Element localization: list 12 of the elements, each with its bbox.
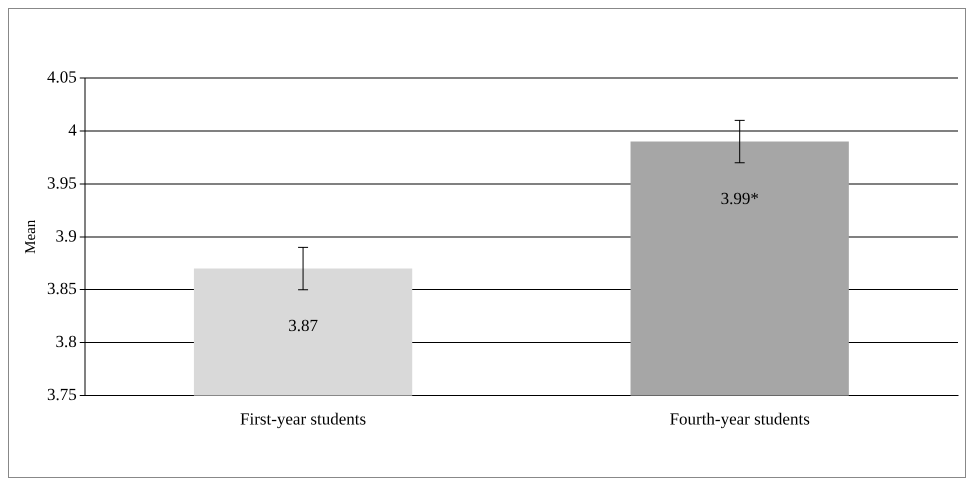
x-tick-label: First-year students <box>240 409 366 428</box>
data-label: 3.87 <box>288 316 318 336</box>
y-tick-label: 4.05 <box>47 67 77 86</box>
y-tick-label: 3.95 <box>47 173 77 192</box>
data-label: 3.99* <box>720 188 759 208</box>
y-tick-label: 3.85 <box>47 279 77 298</box>
x-tick-label: Fourth-year students <box>670 409 810 428</box>
y-tick-label: 4 <box>68 120 78 140</box>
y-tick-label: 3.8 <box>56 332 77 352</box>
y-tick-label: 3.75 <box>47 385 77 404</box>
y-tick-label: 3.9 <box>56 226 77 246</box>
y-axis-title: Mean <box>22 219 39 254</box>
